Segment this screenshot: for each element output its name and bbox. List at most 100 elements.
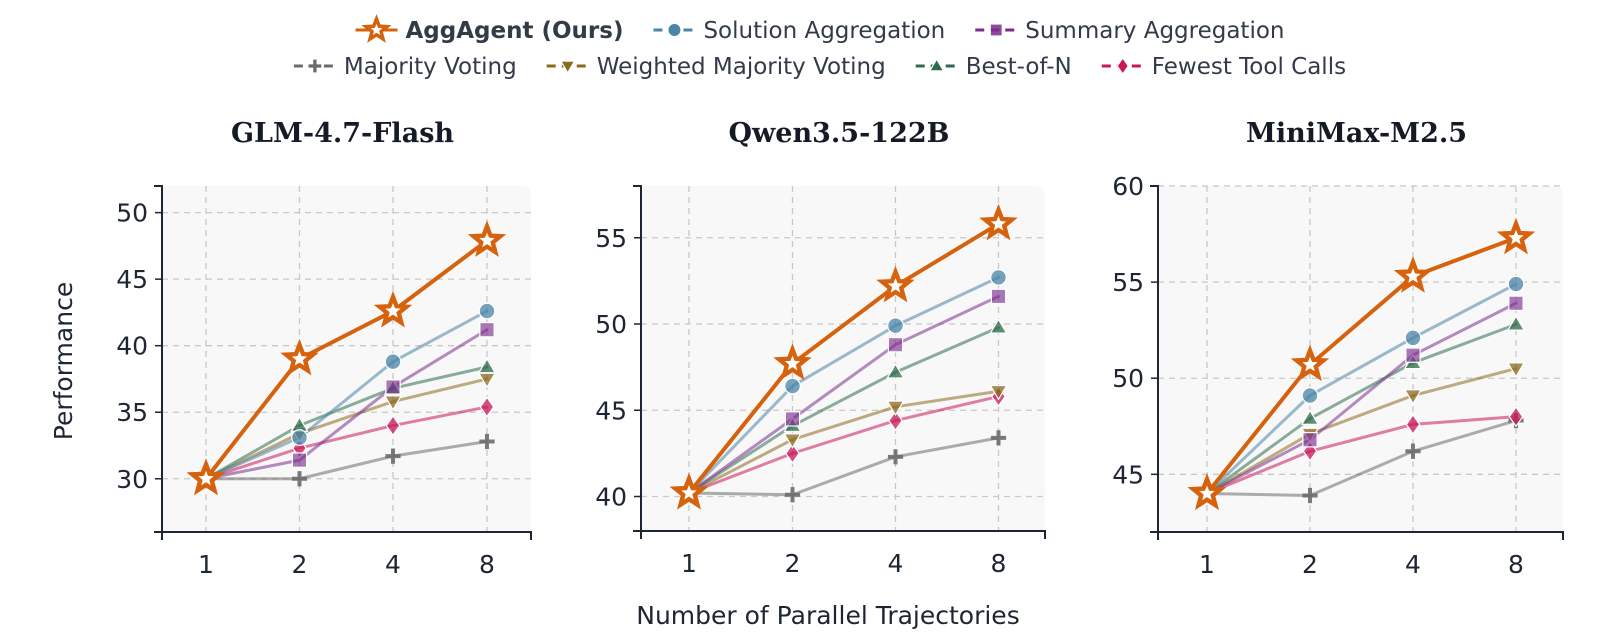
series-line-solution — [687, 275, 1000, 495]
plot-background — [641, 186, 1045, 531]
legend: AggAgent (Ours) Solution Aggregation Summa… — [293, 14, 1346, 80]
y-tick-label: 50 — [116, 199, 148, 228]
point-aggagent-2-icon-inner — [784, 355, 801, 371]
series-line-aggagent — [204, 238, 489, 481]
point-summary-2-icon — [291, 452, 308, 468]
x-tick-label: 2 — [1302, 550, 1318, 579]
panel-title: GLM-4.7-Flash — [231, 118, 454, 149]
point-majority-2-icon — [1302, 487, 1318, 504]
legend-label-fewest: Fewest Tool Calls — [1152, 54, 1346, 80]
legend-label-bestofn: Best-of-N — [966, 54, 1072, 80]
point-bestofn-8-icon — [989, 318, 1008, 334]
y-tick-label: 30 — [116, 465, 148, 494]
legend-item-summary: Summary Aggregation — [975, 18, 1285, 44]
y-axis-label: Performance — [49, 282, 78, 440]
legend-label-solution: Solution Aggregation — [703, 18, 945, 44]
point-aggagent-4-icon-inner — [1405, 268, 1421, 283]
point-solution-4-icon — [384, 353, 402, 371]
point-majority-2-icon — [784, 487, 801, 503]
legend-item-weighted: Weighted Majority Voting — [546, 54, 886, 80]
point-bestofn-2-icon — [1300, 409, 1320, 425]
series-line-fewest — [687, 394, 1000, 495]
point-aggagent-2-icon-inner — [1302, 356, 1318, 372]
point-summary-4-icon — [887, 336, 904, 353]
point-aggagent-2-icon-inner — [291, 350, 308, 366]
legend-item-bestofn: Best-of-N — [915, 54, 1072, 80]
y-tick-label: 55 — [595, 224, 627, 253]
legend-label-summary: Summary Aggregation — [1025, 18, 1284, 44]
y-tick-label: 60 — [1112, 172, 1144, 201]
point-weighted-4-icon — [1403, 389, 1423, 405]
legend-item-fewest: Fewest Tool Calls — [1101, 54, 1346, 80]
legend-label-weighted: Weighted Majority Voting — [597, 54, 886, 80]
point-fewest-8-icon — [1508, 406, 1524, 428]
point-majority-4-icon — [1405, 443, 1421, 459]
series-line-bestofn — [687, 325, 1000, 495]
point-weighted-4-icon — [383, 395, 403, 411]
legend-marker-aggagent-icon-inner — [370, 23, 383, 36]
x-tick-label: 4 — [888, 549, 904, 578]
point-aggagent-1-top-icon-inner — [198, 470, 214, 486]
point-fewest-4-icon — [1405, 413, 1421, 435]
point-majority-8-icon — [479, 433, 495, 450]
point-solution-8-icon — [478, 302, 496, 320]
legend-item-aggagent: AggAgent (Ours) — [355, 14, 623, 44]
y-tick-label: 35 — [116, 398, 148, 427]
point-solution-2-icon — [291, 429, 308, 446]
y-tick-label: 45 — [116, 265, 148, 294]
point-majority-8-icon — [990, 430, 1007, 446]
legend-marker-summary-icon — [989, 23, 1003, 37]
series-line-bestofn — [1205, 322, 1518, 496]
x-tick-label: 1 — [1199, 550, 1215, 579]
point-summary-4-icon — [385, 379, 401, 395]
panels: 30 35 40 45 50 1 2 4 8 GLM-4.7-Flash 40 45 50 55 1 2 4 8 Q… — [116, 118, 1564, 579]
point-aggagent-1-top-icon-inner — [1199, 485, 1215, 501]
y-tick-label: 45 — [595, 396, 627, 425]
axes-spines — [154, 185, 532, 540]
legend-label-majority: Majority Voting — [344, 54, 517, 80]
panel-1: 30 35 40 45 50 1 2 4 8 GLM-4.7-Flash — [116, 118, 532, 579]
point-solution-8-icon — [1507, 275, 1525, 293]
point-fewest-2-icon — [785, 442, 800, 464]
point-solution-2-icon — [784, 377, 801, 395]
point-bestofn-8-icon — [477, 357, 497, 374]
x-tick-label: 8 — [991, 549, 1007, 578]
legend-marker-bestofn-icon — [928, 58, 945, 72]
point-weighted-4-icon — [886, 400, 905, 417]
point-aggagent-8-icon-inner — [479, 232, 495, 248]
point-solution-4-icon — [887, 317, 904, 335]
point-aggagent-4-icon-inner — [887, 277, 904, 293]
point-majority-2-icon — [291, 471, 308, 487]
point-majority-4-icon — [887, 449, 904, 465]
x-tick-label: 1 — [198, 550, 214, 579]
plot-background — [162, 186, 531, 532]
series-line-summary — [1205, 301, 1518, 496]
series-line-majority — [204, 440, 489, 481]
point-aggagent-1-top-icon-inner — [681, 484, 697, 500]
point-bestofn-8-icon — [1506, 315, 1526, 331]
x-tick-label: 2 — [292, 550, 308, 579]
x-tick-label: 2 — [785, 549, 801, 578]
series-line-solution — [1205, 282, 1518, 496]
point-summary-2-icon — [784, 411, 801, 427]
y-tick-label: 40 — [595, 483, 627, 512]
point-solution-8-icon — [990, 269, 1007, 286]
y-tick-label: 50 — [1112, 364, 1144, 393]
axes-spines — [633, 185, 1046, 539]
x-tick-label: 1 — [681, 549, 697, 578]
series-line-solution — [204, 309, 489, 481]
series-line-weighted — [687, 389, 1000, 495]
point-summary-8-icon — [1508, 295, 1524, 311]
point-fewest-8-icon — [479, 396, 495, 418]
legend-marker-weighted-icon — [559, 60, 576, 74]
panel-3: 45 50 55 60 1 2 4 8 MiniMax-M2.5 — [1112, 118, 1564, 579]
legend-item-solution: Solution Aggregation — [653, 18, 945, 44]
series-line-aggagent — [1205, 235, 1518, 496]
series-line-weighted — [1205, 367, 1518, 496]
point-weighted-2-icon — [783, 433, 802, 449]
panel-title: Qwen3.5-122B — [729, 118, 950, 149]
point-solution-2-icon — [1301, 387, 1319, 404]
series-line-weighted — [204, 377, 489, 481]
point-summary-2-icon — [1302, 432, 1318, 448]
point-summary-4-icon — [1405, 347, 1421, 363]
